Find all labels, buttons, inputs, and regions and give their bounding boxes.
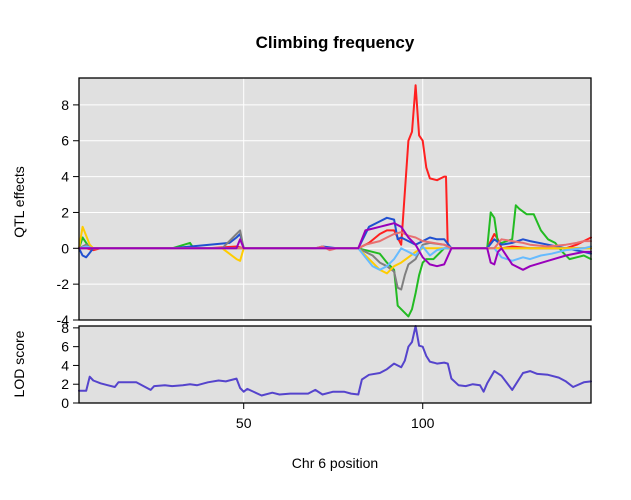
lod-y-axis-label: LOD score [11, 330, 27, 397]
effects-panel-background [79, 78, 591, 320]
effects-y-tick-label: -4 [57, 312, 70, 328]
effects-y-tick-label: 0 [61, 240, 69, 256]
x-axis-label: Chr 6 position [292, 455, 378, 471]
effects-series-line-1 [78, 84, 592, 252]
lod-y-tick-label: 8 [61, 320, 69, 336]
effects-y-axis: -4 -2 0 2 4 6 8 [57, 97, 79, 328]
lod-series-line-1 [78, 325, 592, 397]
lod-y-axis: 0 2 4 6 8 [61, 320, 79, 411]
chart-title: Climbing frequency [256, 33, 415, 52]
lod-panel: 0 2 4 6 8 50 100 LOD score Chr 6 position [11, 320, 592, 471]
effects-y-tick-label: 4 [61, 169, 69, 185]
effects-series-line-3 [78, 216, 592, 259]
effects-series-line-7 [78, 231, 592, 252]
effects-y-tick-label: 6 [61, 133, 69, 149]
effects-y-axis-label: QTL effects [11, 166, 27, 238]
lod-panel-border [78, 325, 592, 404]
effects-y-tick-label: 2 [61, 204, 69, 220]
effects-y-tick-label: 8 [61, 97, 69, 113]
lod-x-axis: 50 100 [236, 403, 435, 431]
effects-y-tick-label: -2 [57, 276, 70, 292]
x-tick-label: 50 [236, 415, 252, 431]
lod-series-group [78, 325, 592, 397]
effects-panel: -4 -2 0 2 4 6 8 QTL effects [11, 77, 592, 328]
lod-gridlines [243, 326, 424, 403]
lod-y-tick-label: 6 [61, 339, 69, 355]
lod-y-tick-label: 0 [61, 395, 69, 411]
lod-y-tick-label: 4 [61, 357, 69, 373]
x-tick-label: 100 [411, 415, 435, 431]
lod-y-tick-label: 2 [61, 376, 69, 392]
effects-series-group [78, 84, 592, 318]
effects-panel-border [78, 77, 592, 321]
lod-panel-background [79, 326, 591, 403]
effects-series-line-8 [78, 222, 592, 271]
